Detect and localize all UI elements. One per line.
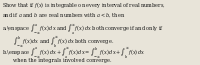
- Text: and if $a$ and $b$ are real numbers with $a < b$, then: and if $a$ and $b$ are real numbers with…: [2, 12, 126, 20]
- Text: b.\enspace $\int_{-\infty}^{a} f(x)\,dx + \int_{a}^{\infty} f(x)\,dx = \int_{-\i: b.\enspace $\int_{-\infty}^{a} f(x)\,dx …: [2, 46, 146, 61]
- Text: a.\enspace $\int_{-\infty}^{a} f(x)\,dx$ and $\int_{a}^{\infty} f(x)\,dx$ both c: a.\enspace $\int_{-\infty}^{a} f(x)\,dx$…: [2, 23, 164, 37]
- Text: Show that if $f(x)$ is integrable on every interval of real numbers,: Show that if $f(x)$ is integrable on eve…: [2, 0, 166, 10]
- Text: when the integrals involved converge.: when the integrals involved converge.: [13, 58, 112, 63]
- Text: $\int_{-\infty}^{b} f(x)\,dx$ and $\int_{b}^{\infty} f(x)\,dx$ both converge.: $\int_{-\infty}^{b} f(x)\,dx$ and $\int_…: [13, 34, 114, 50]
